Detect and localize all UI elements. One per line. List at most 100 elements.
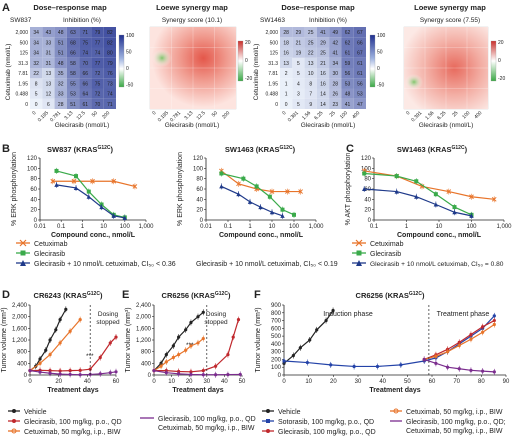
colorbar-tick: -20 bbox=[245, 76, 252, 82]
heatmap-cell bbox=[79, 68, 92, 79]
heatmap-cell bbox=[329, 88, 342, 99]
x-tick-label: 1 bbox=[248, 224, 252, 230]
heatmap-cell-label: 4 bbox=[297, 81, 300, 87]
y-tick-label: 40 bbox=[30, 197, 37, 203]
y-tick-label: 0 bbox=[25, 102, 28, 108]
svg-text:Glecirasib: Glecirasib bbox=[34, 251, 65, 258]
data-point bbox=[114, 335, 118, 339]
heatmap-cell-label: 13 bbox=[283, 61, 289, 67]
x-tick-label: 30 bbox=[203, 379, 210, 385]
heatmap-cell bbox=[30, 78, 43, 89]
heatmap-cell bbox=[91, 78, 104, 89]
heatmap-cell-label: 77 bbox=[95, 40, 101, 46]
legend-glecirasib-cetuximab-combo: Glecirasib, 100 mg/kg, p.o., QD Cetuximab… bbox=[140, 416, 256, 432]
x-axis-label: Compound conc., nmol/L bbox=[51, 232, 136, 239]
heatmap-cell bbox=[280, 27, 293, 38]
heatmap-cell bbox=[66, 37, 80, 48]
data-point bbox=[375, 364, 380, 369]
heatmap-cell bbox=[79, 98, 92, 109]
heatmap-cell bbox=[292, 57, 305, 68]
data-point bbox=[99, 204, 104, 210]
heatmap-cell bbox=[66, 98, 80, 109]
heatmap-cell bbox=[341, 37, 354, 48]
y-tick-label: 100 bbox=[27, 166, 38, 172]
heatmap-cell-label: 34 bbox=[333, 61, 339, 67]
dose-response-map-sw837: Dose–response map SW837 Inhibition (%) 0… bbox=[5, 3, 135, 129]
heatmap-cell-label: 61 bbox=[357, 61, 363, 67]
x-tick-label: 1.56 bbox=[301, 110, 312, 121]
panel-f-title: CR6256 (KRASG12C) bbox=[356, 291, 425, 300]
heatmap-cell-label: 71 bbox=[83, 30, 89, 36]
heatmap-cell bbox=[280, 47, 293, 58]
data-point bbox=[184, 328, 188, 332]
legend-f-glecirasib: Glecirasib, 100 mg/kg, p.o., QD bbox=[262, 429, 376, 436]
heatmap-cell bbox=[54, 88, 67, 99]
map1-xlabel: Glecirasib (nmol/L) bbox=[55, 122, 110, 129]
heatmap-cell-label: 79 bbox=[95, 30, 101, 36]
data-point bbox=[481, 325, 485, 329]
x-axis-label: Treatment days bbox=[369, 387, 420, 394]
colorbar-tick: 0 bbox=[245, 58, 248, 64]
data-point bbox=[452, 205, 457, 210]
map3-cell-line: SW1463 bbox=[260, 17, 285, 24]
panel-e-dosing-note: Dosing bbox=[206, 311, 227, 318]
heatmap-cell-label: 2 bbox=[285, 71, 288, 77]
legend-vehicle: Vehicle bbox=[8, 409, 47, 416]
map1-cell-line: SW837 bbox=[10, 17, 32, 24]
x-tick-label: 40 bbox=[221, 379, 228, 385]
heatmap-cell bbox=[30, 27, 43, 38]
heatmap-cell-label: 26 bbox=[333, 92, 339, 98]
x-tick-label: 1 bbox=[81, 224, 85, 230]
legend-cetuximab: Cetuximab bbox=[16, 239, 68, 248]
x-tick-label: 100 bbox=[466, 224, 477, 230]
heatmap-cell bbox=[280, 78, 293, 89]
data-point bbox=[54, 328, 58, 332]
heatmap-cell-label: 5 bbox=[35, 92, 38, 98]
heatmap-cell-label: 80 bbox=[107, 51, 113, 57]
series-line bbox=[154, 319, 240, 373]
heatmap-cell-label: 62 bbox=[345, 40, 351, 46]
series-line bbox=[56, 170, 125, 219]
data-point bbox=[292, 212, 296, 217]
data-point bbox=[177, 335, 181, 339]
data-point bbox=[28, 369, 32, 373]
heatmap-cell bbox=[341, 57, 354, 68]
heatmap-cell bbox=[91, 57, 104, 68]
svg-text:Cetuximab: Cetuximab bbox=[34, 241, 68, 248]
panel-c-title: SW1463 (KRASG12C) bbox=[397, 145, 468, 154]
panel-e-title: CR6256 (KRASG12C) bbox=[162, 291, 231, 300]
heatmap-cell bbox=[30, 57, 43, 68]
heatmap-cell-label: 5 bbox=[297, 102, 300, 108]
heatmap-cell-label: 70 bbox=[95, 102, 101, 108]
data-point bbox=[452, 210, 457, 215]
panel-letter-a: A bbox=[2, 2, 10, 14]
data-point bbox=[68, 372, 72, 377]
data-point bbox=[269, 210, 275, 215]
heatmap-cell-label: 43 bbox=[46, 30, 52, 36]
heatmap-cell-label: 74 bbox=[107, 92, 113, 98]
x-tick-label: 0.1 bbox=[370, 224, 379, 230]
heatmap-cell-label: 51 bbox=[58, 40, 64, 46]
legend-combination: Glecirasib + 10 nmol/L cetuximab, CI₅₀ <… bbox=[16, 260, 176, 268]
heatmap-cell bbox=[329, 68, 342, 79]
data-point bbox=[315, 328, 319, 332]
heatmap-cell bbox=[91, 98, 104, 109]
data-point bbox=[324, 318, 328, 323]
data-point bbox=[86, 194, 91, 199]
series-line bbox=[283, 310, 334, 364]
legend-f-combination: Glecirasib, 100 mg/kg, p.o., QD; Cetuxima… bbox=[390, 419, 506, 435]
heatmap-cell bbox=[304, 88, 317, 99]
map1-ylabel: Cetuximab (nmol/L) bbox=[5, 44, 12, 101]
y-axis-label: Tumor volume (mm³) bbox=[255, 307, 262, 372]
heatmap-cell bbox=[316, 47, 330, 58]
y-tick-label: 7.81 bbox=[18, 71, 28, 77]
heatmap-cell bbox=[103, 37, 116, 48]
data-point bbox=[159, 364, 163, 368]
heatmap-cell bbox=[42, 27, 55, 38]
data-point bbox=[419, 184, 425, 189]
y-tick-label: 120 bbox=[361, 156, 372, 162]
heatmap-cell-label: 62 bbox=[345, 30, 351, 36]
heatmap-cell bbox=[292, 47, 305, 58]
data-point bbox=[98, 372, 102, 376]
x-tick-label: 20 bbox=[55, 379, 62, 385]
